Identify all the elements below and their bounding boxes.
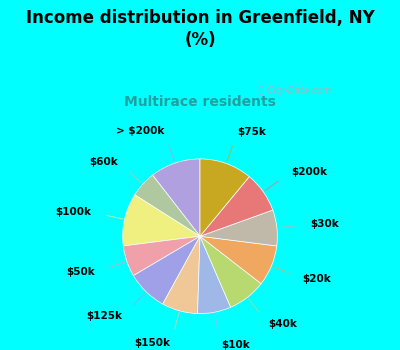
Text: $75k: $75k	[238, 127, 266, 137]
Text: $40k: $40k	[268, 319, 297, 329]
Wedge shape	[200, 159, 249, 236]
Text: $20k: $20k	[302, 274, 331, 284]
Text: $100k: $100k	[56, 207, 92, 217]
Wedge shape	[200, 177, 273, 236]
Wedge shape	[163, 236, 200, 314]
Wedge shape	[198, 236, 231, 314]
Wedge shape	[200, 210, 277, 246]
Wedge shape	[135, 175, 200, 236]
Wedge shape	[134, 236, 200, 304]
Wedge shape	[200, 236, 277, 284]
Wedge shape	[152, 159, 200, 236]
Text: Multirace residents: Multirace residents	[124, 94, 276, 108]
Text: $200k: $200k	[291, 167, 327, 177]
Text: $10k: $10k	[221, 340, 250, 350]
Text: Income distribution in Greenfield, NY
(%): Income distribution in Greenfield, NY (%…	[26, 9, 374, 49]
Text: $60k: $60k	[89, 156, 118, 167]
Text: $150k: $150k	[135, 338, 171, 348]
Wedge shape	[123, 195, 200, 246]
Text: > $200k: > $200k	[116, 126, 164, 136]
Text: ⓘ City-Data.com: ⓘ City-Data.com	[260, 86, 332, 95]
Text: $50k: $50k	[66, 267, 95, 277]
Wedge shape	[123, 236, 200, 275]
Text: $125k: $125k	[87, 311, 123, 321]
Text: $30k: $30k	[310, 219, 339, 229]
Wedge shape	[200, 236, 261, 307]
